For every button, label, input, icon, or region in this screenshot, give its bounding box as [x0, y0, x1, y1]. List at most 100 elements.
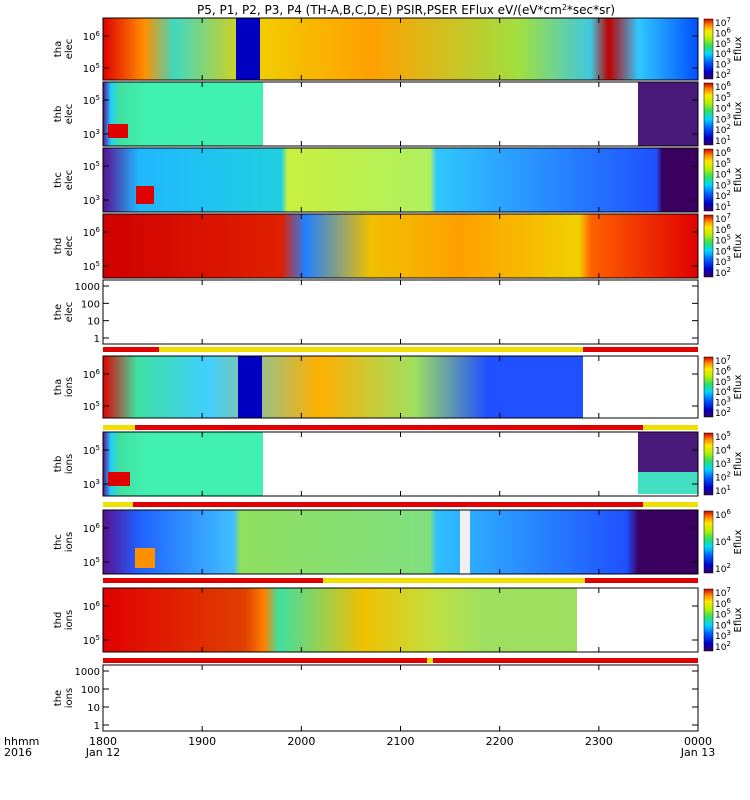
data-gap-band [460, 510, 470, 574]
data-gap-band [238, 356, 262, 418]
status-bar-segment [103, 502, 133, 507]
status-bar-segment [135, 425, 643, 430]
y-tick-label: 10 [87, 703, 100, 714]
spectrogram-patch [135, 548, 155, 568]
colorbar-thb_elec [703, 82, 714, 146]
panel-frame [102, 279, 699, 345]
panel-label-thc_ions: thcions [53, 532, 75, 552]
colorbar-thc_elec [703, 148, 714, 212]
colorbar-tick-label: 103 [715, 629, 731, 642]
colorbar-tick-label: 102 [715, 640, 731, 653]
colorbar-tick-label: 106 [715, 26, 731, 39]
colorbar-tick-label: 101 [715, 200, 731, 213]
colorbar-title: Eflux [733, 607, 744, 632]
colorbar-tick-label: 102 [715, 406, 731, 419]
panel-label-thd_ions: thdions [53, 610, 75, 630]
x-tick-label: 1800 [89, 735, 117, 748]
colorbar-tick-label: 103 [715, 457, 731, 470]
y-tick-label: 105 [83, 62, 100, 75]
spectrogram-patch [108, 124, 128, 138]
y-tick-label: 10 [87, 317, 100, 328]
colorbar-tick-label: 104 [715, 385, 731, 398]
colorbar-title: Eflux [733, 167, 744, 192]
panel-label-thd_elec: thdelec [53, 236, 75, 257]
status-bar-segment [159, 347, 583, 352]
colorbar-tick-label: 104 [715, 444, 731, 457]
status-bar-segment [643, 502, 698, 507]
spectrogram-tha-elec [103, 18, 698, 80]
time-axis-row2-label: 2016 [4, 746, 32, 759]
colorbar-tick-label: 106 [715, 597, 731, 610]
y-tick-label: 105 [83, 94, 100, 107]
panel-label-thc_elec: thcelec [53, 170, 75, 191]
colorbar-tick-label: 104 [715, 618, 731, 631]
y-tick-label: 105 [83, 160, 100, 173]
y-tick-label: 1000 [75, 282, 100, 293]
x-tick-label: 2200 [486, 735, 514, 748]
colorbar-tick-label: 102 [715, 189, 731, 202]
status-bar-segment [323, 578, 585, 583]
x-tick-label: 2100 [387, 735, 415, 748]
spectrogram-thc-elec [103, 148, 698, 212]
spectrogram-patch [638, 82, 698, 146]
colorbar-tick-label: 102 [715, 562, 731, 575]
spectrogram-patch [638, 472, 698, 494]
panel-thc-ions [102, 509, 699, 583]
x-tick-label: 2300 [585, 735, 613, 748]
colorbar-tick-label: 103 [715, 396, 731, 409]
colorbar-title: Eflux [733, 101, 744, 126]
colorbar-tick-label: 105 [715, 37, 731, 50]
colorbar-tick-label: 104 [715, 535, 731, 548]
plot-title: P5, P1, P2, P3, P4 (TH-A,B,C,D,E) PSIR,P… [197, 3, 615, 17]
status-bar-segment [103, 578, 323, 583]
spectrogram-thd-elec [103, 214, 698, 278]
colorbar-tick-label: 104 [715, 244, 731, 257]
spectrogram-thb-elec [103, 82, 263, 146]
colorbar-tick-label: 105 [715, 608, 731, 621]
colorbar-tick-label: 104 [715, 102, 731, 115]
data-gap-band [236, 18, 260, 80]
panel-thb-ions [102, 431, 699, 507]
colorbar-thc_ions [703, 510, 714, 574]
y-tick-label: 103 [83, 478, 100, 491]
spectrogram-thc-ions [103, 510, 698, 574]
colorbar-tha_ions [703, 356, 714, 418]
colorbar-tick-label: 107 [715, 212, 731, 225]
spectrogram-patch [108, 472, 130, 486]
colorbar-tick-label: 102 [715, 471, 731, 484]
y-tick-label: 1000 [75, 667, 100, 678]
panel-thc-elec [102, 147, 699, 213]
colorbar-tick-label: 106 [715, 80, 731, 93]
colorbar-title: Eflux [733, 36, 744, 61]
spectrogram-thb-ions [103, 432, 263, 496]
status-bar-segment [103, 658, 698, 663]
x-tick-label: 0000 [684, 735, 712, 748]
y-tick-label: 105 [83, 444, 100, 457]
colorbar-tick-label: 106 [715, 364, 731, 377]
y-tick-label: 103 [83, 128, 100, 141]
panel-label-thb_ions: thbions [53, 454, 75, 474]
colorbar-tick-label: 103 [715, 112, 731, 125]
colorbar-tick-label: 102 [715, 68, 731, 81]
colorbar-thb_ions [703, 432, 714, 496]
colorbar-tick-label: 105 [715, 157, 731, 170]
panel-thd-elec [102, 213, 699, 279]
colorbar-tick-label: 102 [715, 266, 731, 279]
colorbar-tick-label: 105 [715, 430, 731, 443]
panel-frame [102, 664, 699, 732]
time-axis-row1-label: hhmm [4, 735, 39, 748]
colorbar-thd_elec [703, 214, 714, 278]
colorbar-tick-label: 104 [715, 47, 731, 60]
y-tick-label: 106 [83, 226, 101, 239]
colorbar-tick-label: 103 [715, 58, 731, 71]
panel-the-ions [102, 664, 699, 732]
colorbar-tick-label: 106 [715, 146, 731, 159]
colorbar-title: Eflux [733, 451, 744, 476]
colorbar-tha_elec [703, 18, 714, 80]
spectrogram-tha-ions [103, 356, 583, 418]
colorbar-tick-label: 104 [715, 168, 731, 181]
y-tick-label: 100 [81, 299, 100, 310]
y-tick-label: 105 [83, 556, 100, 569]
panel-label-tha_ions: thaions [53, 377, 75, 397]
y-tick-label: 105 [83, 634, 100, 647]
